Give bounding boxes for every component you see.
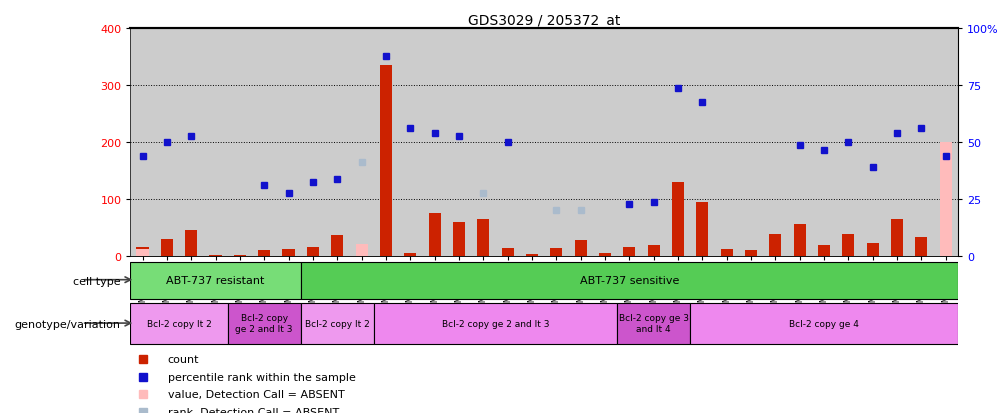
Text: cell type: cell type bbox=[73, 276, 120, 286]
Bar bbox=[355, 254, 368, 256]
Bar bbox=[647, 246, 659, 256]
Bar bbox=[428, 214, 440, 256]
Text: Bcl-2 copy
ge 2 and lt 3: Bcl-2 copy ge 2 and lt 3 bbox=[235, 313, 293, 333]
Bar bbox=[136, 247, 148, 256]
Bar bbox=[939, 242, 951, 256]
Text: Bcl-2 copy lt 2: Bcl-2 copy lt 2 bbox=[146, 319, 211, 328]
Bar bbox=[915, 238, 927, 256]
Bar bbox=[136, 249, 148, 256]
Bar bbox=[355, 244, 368, 256]
Bar bbox=[453, 222, 465, 256]
Text: ABT-737 resistant: ABT-737 resistant bbox=[166, 275, 265, 285]
Bar bbox=[130, 304, 227, 344]
Bar bbox=[671, 182, 683, 256]
Bar bbox=[227, 304, 301, 344]
Bar bbox=[622, 247, 634, 256]
Text: genotype/variation: genotype/variation bbox=[14, 319, 120, 329]
Bar bbox=[185, 230, 197, 256]
Bar bbox=[404, 253, 416, 256]
Text: rank, Detection Call = ABSENT: rank, Detection Call = ABSENT bbox=[167, 407, 339, 413]
Bar bbox=[380, 66, 392, 256]
Bar bbox=[525, 254, 537, 256]
Bar bbox=[307, 247, 319, 256]
Bar bbox=[301, 262, 957, 299]
Bar bbox=[689, 304, 957, 344]
Bar bbox=[890, 219, 902, 256]
Text: Bcl-2 copy ge 2 and lt 3: Bcl-2 copy ge 2 and lt 3 bbox=[441, 319, 549, 328]
Text: count: count bbox=[167, 354, 199, 364]
Text: ABT-737 sensitive: ABT-737 sensitive bbox=[579, 275, 678, 285]
Bar bbox=[769, 235, 781, 256]
Text: percentile rank within the sample: percentile rank within the sample bbox=[167, 372, 355, 382]
Bar bbox=[842, 235, 854, 256]
Bar bbox=[793, 225, 805, 256]
Bar bbox=[866, 244, 878, 256]
Bar bbox=[719, 249, 732, 256]
Text: value, Detection Call = ABSENT: value, Detection Call = ABSENT bbox=[167, 389, 344, 399]
Bar bbox=[374, 304, 616, 344]
Bar bbox=[233, 255, 245, 256]
Bar bbox=[598, 254, 610, 256]
Text: Bcl-2 copy lt 2: Bcl-2 copy lt 2 bbox=[305, 319, 370, 328]
Text: Bcl-2 copy ge 3
and lt 4: Bcl-2 copy ge 3 and lt 4 bbox=[618, 313, 688, 333]
Bar bbox=[477, 219, 489, 256]
Bar bbox=[258, 250, 271, 256]
Bar bbox=[744, 250, 757, 256]
Bar bbox=[209, 255, 221, 256]
Text: Bcl-2 copy ge 4: Bcl-2 copy ge 4 bbox=[789, 319, 858, 328]
Bar bbox=[939, 142, 951, 256]
Bar bbox=[616, 304, 689, 344]
Bar bbox=[283, 249, 295, 256]
Bar bbox=[574, 241, 586, 256]
Bar bbox=[817, 246, 830, 256]
Bar bbox=[550, 249, 562, 256]
Bar bbox=[160, 239, 172, 256]
Bar bbox=[695, 202, 707, 256]
Title: GDS3029 / 205372_at: GDS3029 / 205372_at bbox=[468, 14, 619, 28]
Bar bbox=[501, 249, 513, 256]
Bar bbox=[301, 304, 374, 344]
Bar bbox=[130, 262, 301, 299]
Bar bbox=[331, 235, 343, 256]
